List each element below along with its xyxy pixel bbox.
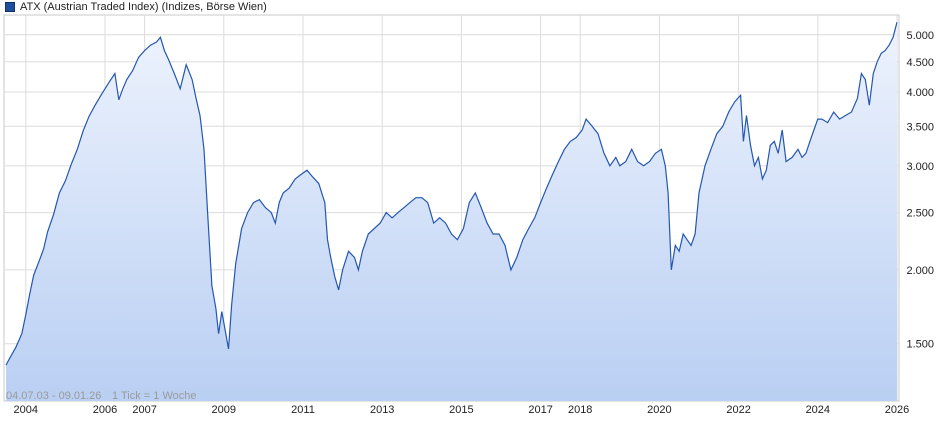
footer-range: 04.07.03 - 09.01.26 bbox=[6, 390, 101, 402]
y-tick-label: 4.000 bbox=[906, 87, 934, 99]
y-tick-label: 3.500 bbox=[906, 121, 934, 133]
series-area bbox=[6, 22, 897, 401]
y-tick-label: 4.500 bbox=[906, 57, 934, 69]
x-tick-label: 2022 bbox=[726, 404, 750, 416]
legend-label: ATX (Austrian Traded Index) (Indizes, Bö… bbox=[20, 1, 267, 13]
y-tick-label: 3.000 bbox=[906, 161, 934, 173]
x-tick-label: 2015 bbox=[449, 404, 473, 416]
legend-swatch bbox=[5, 2, 15, 12]
x-tick-label: 2018 bbox=[568, 404, 592, 416]
x-tick-label: 2017 bbox=[528, 404, 552, 416]
x-tick-label: 2011 bbox=[291, 404, 315, 416]
x-tick-label: 2007 bbox=[132, 404, 156, 416]
series-line bbox=[5, 22, 898, 366]
y-tick-label: 5.000 bbox=[906, 30, 934, 42]
x-tick-label: 2009 bbox=[212, 404, 236, 416]
x-tick-label: 2004 bbox=[14, 404, 38, 416]
footer-tick-info: 1 Tick = 1 Woche bbox=[112, 390, 196, 402]
y-tick-label: 1.500 bbox=[906, 339, 934, 351]
y-tick-label: 2.500 bbox=[906, 208, 934, 220]
chart-legend: ATX (Austrian Traded Index) (Indizes, Bö… bbox=[5, 0, 267, 14]
y-tick-label: 2.000 bbox=[906, 265, 934, 277]
x-tick-label: 2024 bbox=[806, 404, 830, 416]
x-axis: 2004 2006 2007 2009 2011 2013 2015 2017 2018 2020… bbox=[14, 404, 910, 416]
x-tick-label: 2020 bbox=[647, 404, 671, 416]
x-tick-label: 2026 bbox=[885, 404, 909, 416]
x-tick-label: 2006 bbox=[93, 404, 117, 416]
x-tick-label: 2013 bbox=[370, 404, 394, 416]
y-axis: 1.500 2.000 2.500 3.000 3.500 4.000 4.500 5.000 bbox=[906, 30, 934, 351]
